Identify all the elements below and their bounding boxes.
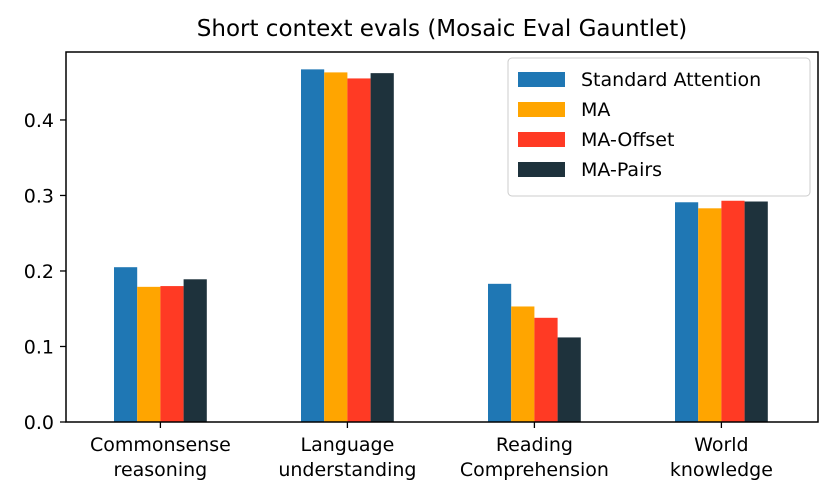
bars-group [114,69,768,423]
x-tick-label: Reading [496,434,573,456]
bar-ma-offset-3 [721,200,745,422]
x-tick-label: Language [301,434,395,456]
bar-ma-1 [324,72,348,422]
chart-title: Short context evals (Mosaic Eval Gauntle… [197,16,687,42]
y-axis: 0.0 0.1 0.2 0.3 0.4 [24,110,66,434]
y-tick-label: 0.4 [24,110,54,132]
bar-standard-attention-2 [488,283,512,422]
legend-swatch-ma [518,102,565,117]
legend-label-ma-pairs: MA-Pairs [581,159,662,181]
legend-swatch-ma-pairs [518,162,565,177]
bar-ma-offset-1 [347,78,371,423]
y-tick-label: 0.1 [24,336,54,358]
bar-ma-pairs-0 [183,279,207,422]
x-tick-label: World [694,434,748,456]
plot-frame [65,51,819,423]
bar-ma-offset-2 [534,317,558,422]
legend-label-standard-attention: Standard Attention [581,69,761,91]
legend: Standard Attention MA MA-Offset MA-Pairs [507,57,811,197]
bar-standard-attention-1 [301,69,325,423]
legend-box [507,57,811,197]
legend-swatch-standard-attention [518,72,565,87]
bar-ma-0 [137,286,161,422]
x-axis: Commonsense reasoning Language understandin… [90,422,773,481]
bar-standard-attention-0 [114,267,138,422]
bar-ma-pairs-3 [744,201,768,422]
bar-ma-2 [511,306,535,422]
bar-ma-pairs-1 [370,73,394,422]
bar-ma-3 [698,208,722,422]
y-tick-label: 0.3 [24,185,54,207]
bar-ma-pairs-2 [557,337,581,422]
y-tick-label: 0.0 [24,412,54,434]
x-tick-label: Commonsense [90,434,231,456]
bar-standard-attention-3 [675,202,699,422]
x-tick-label: understanding [278,459,416,481]
legend-label-ma-offset: MA-Offset [581,129,674,151]
y-tick-label: 0.2 [24,261,54,283]
x-tick-label: reasoning [114,459,208,481]
x-tick-label: knowledge [670,459,773,481]
legend-swatch-ma-offset [518,132,565,147]
bar-ma-offset-0 [160,286,184,422]
x-tick-label: Comprehension [460,459,609,481]
legend-label-ma: MA [581,99,610,121]
